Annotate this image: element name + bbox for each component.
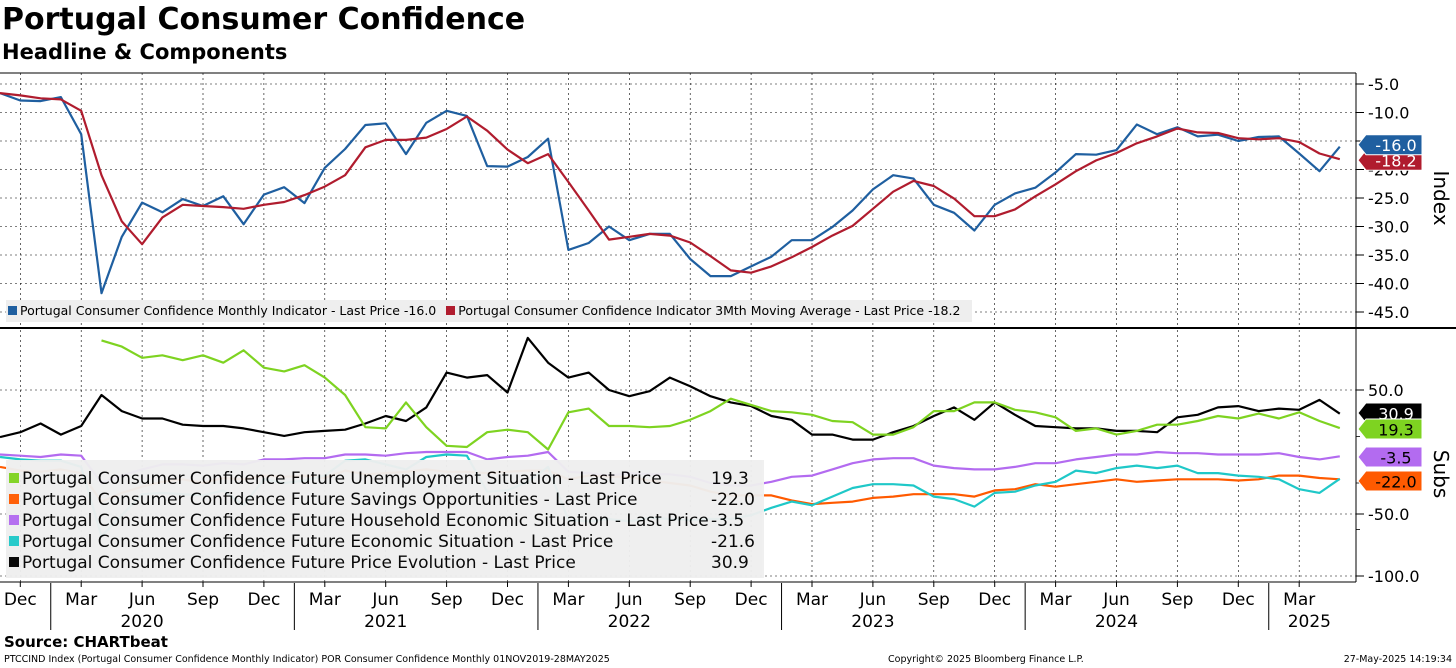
page-title: Portugal Consumer Confidence [2, 2, 526, 37]
bottom-legend: Portugal Consumer Confidence Future Unem… [6, 460, 764, 578]
y-tick-label-top-0: -5.0 [1368, 75, 1399, 94]
last-value-tag-savings [1357, 470, 1423, 492]
y-tick-label-top-8: -45.0 [1368, 303, 1409, 322]
x-tick-label-0: Dec [4, 590, 37, 610]
legend-swatch-economic [9, 536, 19, 546]
y-tick-label-bottom-2: -100.0 [1368, 567, 1420, 586]
footer-ticker-info: PTCCIND Index (Portugal Consumer Confide… [4, 654, 610, 665]
last-value-label-savings: -22.0 [1375, 473, 1416, 492]
last-value-tag-household [1357, 446, 1423, 468]
series-line-price [0, 336, 1341, 441]
y-tick-label-bottom-0: 50.0 [1368, 381, 1404, 400]
series-line-ma3 [0, 92, 1341, 274]
legend-label-economic: Portugal Consumer Confidence Future Econ… [22, 532, 614, 552]
legend-label-monthly: Portugal Consumer Confidence Monthly Ind… [20, 303, 437, 318]
legend-swatch-price [9, 557, 19, 567]
year-label-3: 2023 [851, 612, 894, 632]
legend-label-price: Portugal Consumer Confidence Future Pric… [22, 553, 576, 573]
legend-label-household: Portugal Consumer Confidence Future Hous… [22, 511, 709, 531]
x-tick-label-10: Jun [615, 590, 643, 610]
x-tick-label-17: Mar [1040, 590, 1072, 610]
bottom-y-axis-title: Subs [1429, 450, 1453, 499]
y-tick-label-top-5: -30.0 [1368, 218, 1409, 237]
legend-value-household: -3.5 [711, 511, 745, 531]
year-label-0: 2020 [120, 612, 163, 632]
legend-label-savings: Portugal Consumer Confidence Future Savi… [22, 490, 638, 510]
legend-label-unemployment: Portugal Consumer Confidence Future Unem… [22, 469, 662, 489]
x-tick-label-9: Mar [552, 590, 584, 610]
last-value-tag-unemployment [1357, 418, 1423, 440]
legend-item-ma3: Portugal Consumer Confidence Indicator 3… [446, 300, 960, 322]
legend-item-monthly: Portugal Consumer Confidence Monthly Ind… [8, 300, 436, 322]
y-tick-label-top-1: -10.0 [1368, 104, 1409, 123]
x-tick-label-18: Jun [1102, 590, 1130, 610]
footer-copyright: Copyright© 2025 Bloomberg Finance L.P. [888, 654, 1084, 665]
legend-swatch-ma3 [446, 306, 456, 315]
last-value-tag-monthly [1357, 134, 1423, 156]
legend-value-savings: -22.0 [711, 490, 755, 510]
series-line-unemployment [101, 339, 1341, 451]
x-tick-label-11: Sep [674, 590, 706, 610]
year-label-5: 2025 [1288, 612, 1331, 632]
legend-value-unemployment: 19.3 [711, 469, 749, 489]
legend-swatch-household [9, 515, 19, 525]
x-tick-label-15: Sep [918, 590, 950, 610]
x-tick-label-2: Jun [128, 590, 156, 610]
x-tick-label-16: Dec [978, 590, 1011, 610]
source-note: Source: CHARTbeat [4, 633, 168, 651]
x-tick-label-13: Mar [796, 590, 828, 610]
y-tick-label-top-7: -40.0 [1368, 275, 1409, 294]
axis-labels: -5.0-10.0-15.0-20.0-25.0-30.0-35.0-40.0-… [4, 75, 1420, 632]
x-tick-label-7: Sep [431, 590, 463, 610]
last-value-label-household: -3.5 [1380, 449, 1411, 468]
legend-swatch-monthly [8, 306, 17, 315]
x-tick-label-6: Jun [371, 590, 399, 610]
x-tick-label-21: Mar [1283, 590, 1315, 610]
panel-frames [0, 72, 1456, 583]
legend-item-unemployment: Portugal Consumer Confidence Future Unem… [9, 469, 662, 490]
legend-label-ma3: Portugal Consumer Confidence Indicator 3… [458, 303, 961, 318]
top-legend: Portugal Consumer Confidence Monthly Ind… [6, 300, 973, 322]
x-tick-label-19: Sep [1161, 590, 1193, 610]
year-label-4: 2024 [1095, 612, 1138, 632]
legend-item-economic: Portugal Consumer Confidence Future Econ… [9, 532, 613, 553]
year-label-2: 2022 [608, 612, 651, 632]
last-value-label-monthly: -16.0 [1375, 136, 1416, 155]
legend-item-savings: Portugal Consumer Confidence Future Savi… [9, 490, 637, 511]
series-line-monthly [0, 92, 1341, 295]
year-label-1: 2021 [364, 612, 407, 632]
x-tick-label-1: Mar [65, 590, 97, 610]
x-tick-label-8: Dec [491, 590, 524, 610]
legend-item-household: Portugal Consumer Confidence Future Hous… [9, 511, 709, 532]
y-tick-label-top-4: -25.0 [1368, 189, 1409, 208]
legend-value-economic: -21.6 [711, 532, 755, 552]
x-tick-label-12: Dec [735, 590, 768, 610]
page-subtitle: Headline & Components [2, 40, 288, 64]
legend-value-price: 30.9 [711, 553, 749, 573]
y-tick-label-top-6: -35.0 [1368, 246, 1409, 265]
legend-swatch-unemployment [9, 473, 19, 483]
last-value-tags: -18.2-16.030.919.3-3.5-22.0 [1357, 134, 1423, 492]
x-tick-label-14: Jun [859, 590, 887, 610]
footer-timestamp: 27-May-2025 14:19:34 [1343, 654, 1452, 665]
x-tick-label-5: Mar [309, 590, 341, 610]
y-tick-label-bottom-1: -50.0 [1368, 505, 1409, 524]
top-y-axis-title: Index [1429, 170, 1453, 225]
x-tick-label-20: Dec [1222, 590, 1255, 610]
last-value-label-unemployment: 19.3 [1378, 421, 1414, 440]
legend-swatch-savings [9, 494, 19, 504]
last-value-label-ma3: -18.2 [1375, 152, 1416, 171]
x-tick-label-3: Sep [187, 590, 219, 610]
legend-item-price: Portugal Consumer Confidence Future Pric… [9, 553, 576, 574]
x-tick-label-4: Dec [247, 590, 280, 610]
